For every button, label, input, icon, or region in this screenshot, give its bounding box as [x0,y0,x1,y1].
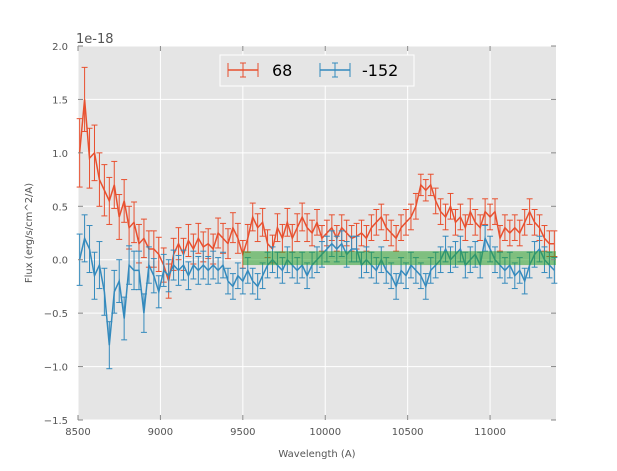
y-tick-label: −0.5 [44,309,68,320]
series-line [78,99,555,282]
y-tick-label: −1.5 [44,416,68,427]
y-tick-label: 0.5 [52,202,68,213]
legend-label: -152 [362,61,398,80]
x-tick-label: 9500 [230,427,255,438]
y-tick-label: −1.0 [44,363,68,374]
x-axis-label: Wavelength (A) [278,449,355,460]
y-tick-label: 0.0 [52,256,68,267]
highlight-band [242,251,557,266]
x-tick-label: 10000 [309,427,341,438]
legend: 68 -152 [219,54,415,87]
offset-text: 1e-18 [76,32,114,47]
x-tick-label: 10500 [392,427,424,438]
y-tick-label: 1.0 [52,149,68,160]
y-axis-label: Flux (erg/s/cm^2/A) [24,183,35,283]
x-tick-label: 11000 [474,427,506,438]
y-tick-label: 1.5 [52,95,68,106]
legend-label: 68 [272,61,292,80]
x-tick-label: 9000 [148,427,173,438]
x-tick-label: 8500 [65,427,90,438]
y-tick-label: 2.0 [52,42,68,53]
